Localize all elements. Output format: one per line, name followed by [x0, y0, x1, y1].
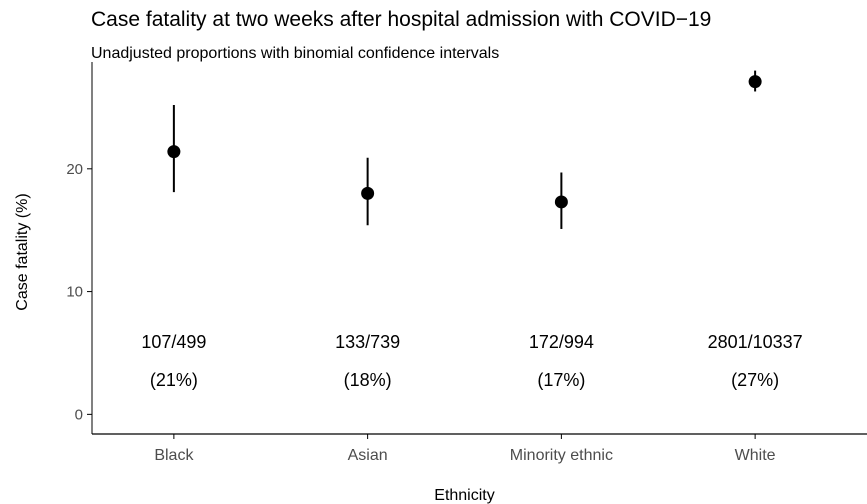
error-bars [172, 70, 757, 229]
count-label: 107/499 [141, 332, 206, 352]
x-tick-label: White [735, 447, 776, 464]
chart-title: Case fatality at two weeks after hospita… [91, 8, 712, 31]
data-point [361, 186, 375, 200]
chart-subtitle: Unadjusted proportions with binomial con… [91, 45, 500, 62]
annotations: 107/499 (21%) 133/739 (18%) 172/994 (17%) 2801… [141, 332, 802, 390]
count-label: 133/739 [335, 332, 400, 352]
axes: 0 10 20 Black Asian Minority ethnic White Ethni… [14, 62, 867, 504]
data-point [748, 75, 762, 89]
y-axis-title: Case fatality (%) [14, 193, 31, 310]
x-tick-label: Black [154, 447, 194, 464]
y-tick-label: 20 [66, 161, 83, 178]
count-label: 2801/10337 [708, 332, 803, 352]
count-label: 172/994 [529, 332, 594, 352]
y-tick-label: 0 [75, 406, 83, 423]
percent-label: (18%) [344, 370, 392, 390]
percent-label: (17%) [537, 370, 585, 390]
data-point [167, 145, 181, 159]
percent-label: (27%) [731, 370, 779, 390]
x-tick-label: Asian [348, 447, 388, 464]
percent-label: (21%) [150, 370, 198, 390]
data-points [167, 75, 762, 209]
x-tick-label: Minority ethnic [510, 447, 613, 464]
data-point [554, 195, 568, 209]
y-tick-label: 10 [66, 284, 83, 301]
x-axis-title: Ethnicity [434, 487, 494, 504]
